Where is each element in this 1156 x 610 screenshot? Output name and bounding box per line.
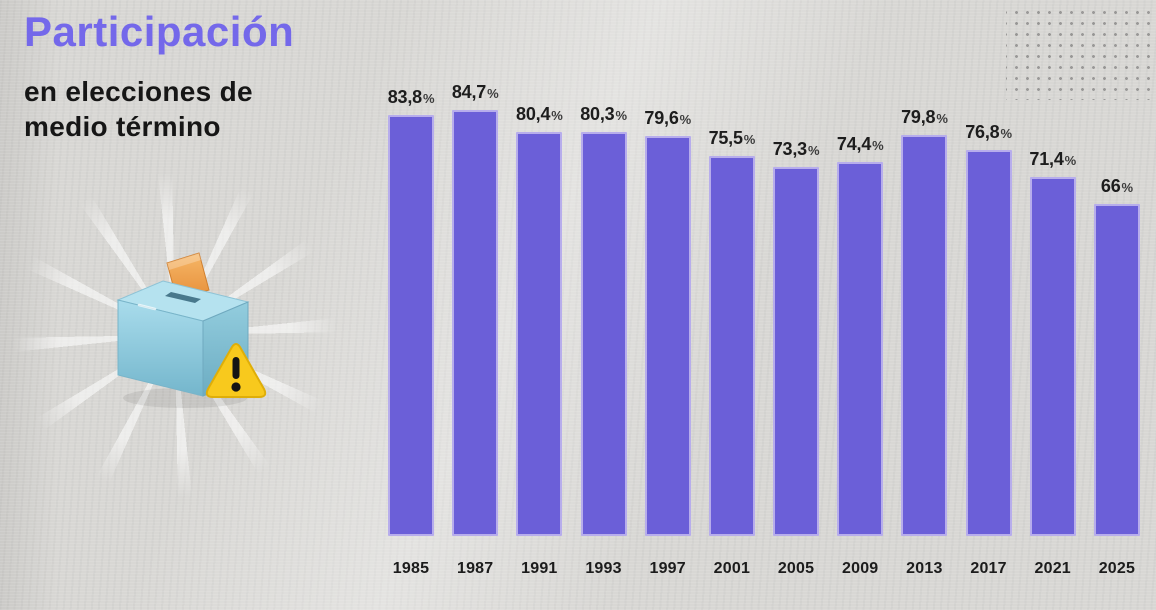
x-tick-label: 2013 xyxy=(906,560,943,577)
bar xyxy=(388,114,434,536)
bar xyxy=(837,161,884,536)
x-tick-label: 2009 xyxy=(842,560,879,577)
bar xyxy=(580,132,627,536)
bar-column: 84,7% xyxy=(451,81,499,536)
bar-chart: 83,8% 84,7% 80,4% 80,3% 79,6% 75,5% 73,3% 74,4%… xyxy=(388,0,1140,596)
bar xyxy=(773,167,820,536)
x-tick-label: 2017 xyxy=(970,560,1007,577)
x-tick-label: 1987 xyxy=(456,560,494,577)
bar-value-label: 80,3% xyxy=(580,104,627,125)
box xyxy=(116,280,250,397)
bar-column: 79,8% xyxy=(901,106,948,536)
x-tick-label: 2021 xyxy=(1034,560,1071,577)
bar-value-label: 79,6% xyxy=(644,107,691,128)
page-subtitle: en elecciones de medio término xyxy=(24,74,294,144)
x-tick-label: 2001 xyxy=(713,560,751,577)
x-tick-label: 2005 xyxy=(777,560,815,577)
x-tick-label: 1997 xyxy=(649,560,686,577)
warning-icon xyxy=(205,343,267,398)
header: Participación en elecciones de medio térm… xyxy=(24,8,294,144)
bars-row: 83,8% 84,7% 80,4% 80,3% 79,6% 75,5% 73,3% 74,4%… xyxy=(388,33,1140,536)
bar-column: 80,4% xyxy=(516,103,563,536)
bar-column: 66% xyxy=(1093,176,1140,536)
bar-column: 75,5% xyxy=(709,128,755,536)
bar-value-label: 76,8% xyxy=(965,121,1012,142)
bar-column: 83,8% xyxy=(387,86,435,536)
bar-value-label: 79,8% xyxy=(901,106,948,127)
x-tick-label: 2025 xyxy=(1098,560,1136,577)
bar-column: 73,3% xyxy=(772,139,820,536)
bar-value-label: 74,4% xyxy=(836,133,884,154)
bar xyxy=(644,135,691,536)
bar-column: 71,4% xyxy=(1029,148,1077,536)
bar-column: 79,6% xyxy=(644,107,691,536)
bar-value-label: 66% xyxy=(1100,176,1133,197)
bar-column: 74,4% xyxy=(836,133,884,536)
bar-value-label: 83,8% xyxy=(387,86,435,107)
bar-column: 76,8% xyxy=(965,121,1012,536)
bar-value-label: 75,5% xyxy=(708,128,756,149)
x-axis-labels: 1985 1987 1991 1993 1997 2001 2005 2009 2013 2017… xyxy=(388,560,1140,582)
bar xyxy=(1029,176,1076,536)
subtitle-line-2: medio término xyxy=(24,111,221,142)
bar xyxy=(901,134,948,536)
bar xyxy=(452,109,499,536)
bar xyxy=(1093,204,1140,536)
ballot-box-icon xyxy=(116,252,267,408)
slot xyxy=(165,292,201,303)
bar-value-label: 80,4% xyxy=(516,103,563,124)
dot-grid-decoration xyxy=(1006,3,1156,100)
subtitle-line-1: en elecciones de xyxy=(24,76,253,107)
x-tick-label: 1991 xyxy=(521,560,558,577)
bar xyxy=(708,156,755,536)
bar xyxy=(965,149,1012,536)
bar-column: 80,3% xyxy=(580,104,627,536)
bar-value-label: 84,7% xyxy=(451,81,499,102)
x-tick-label: 1993 xyxy=(585,560,622,577)
bar-value-label: 71,4% xyxy=(1029,148,1077,169)
page-title: Participación xyxy=(24,8,295,55)
x-tick-label: 1985 xyxy=(392,560,430,577)
bar-value-label: 73,3% xyxy=(772,139,820,160)
bar xyxy=(516,131,563,536)
